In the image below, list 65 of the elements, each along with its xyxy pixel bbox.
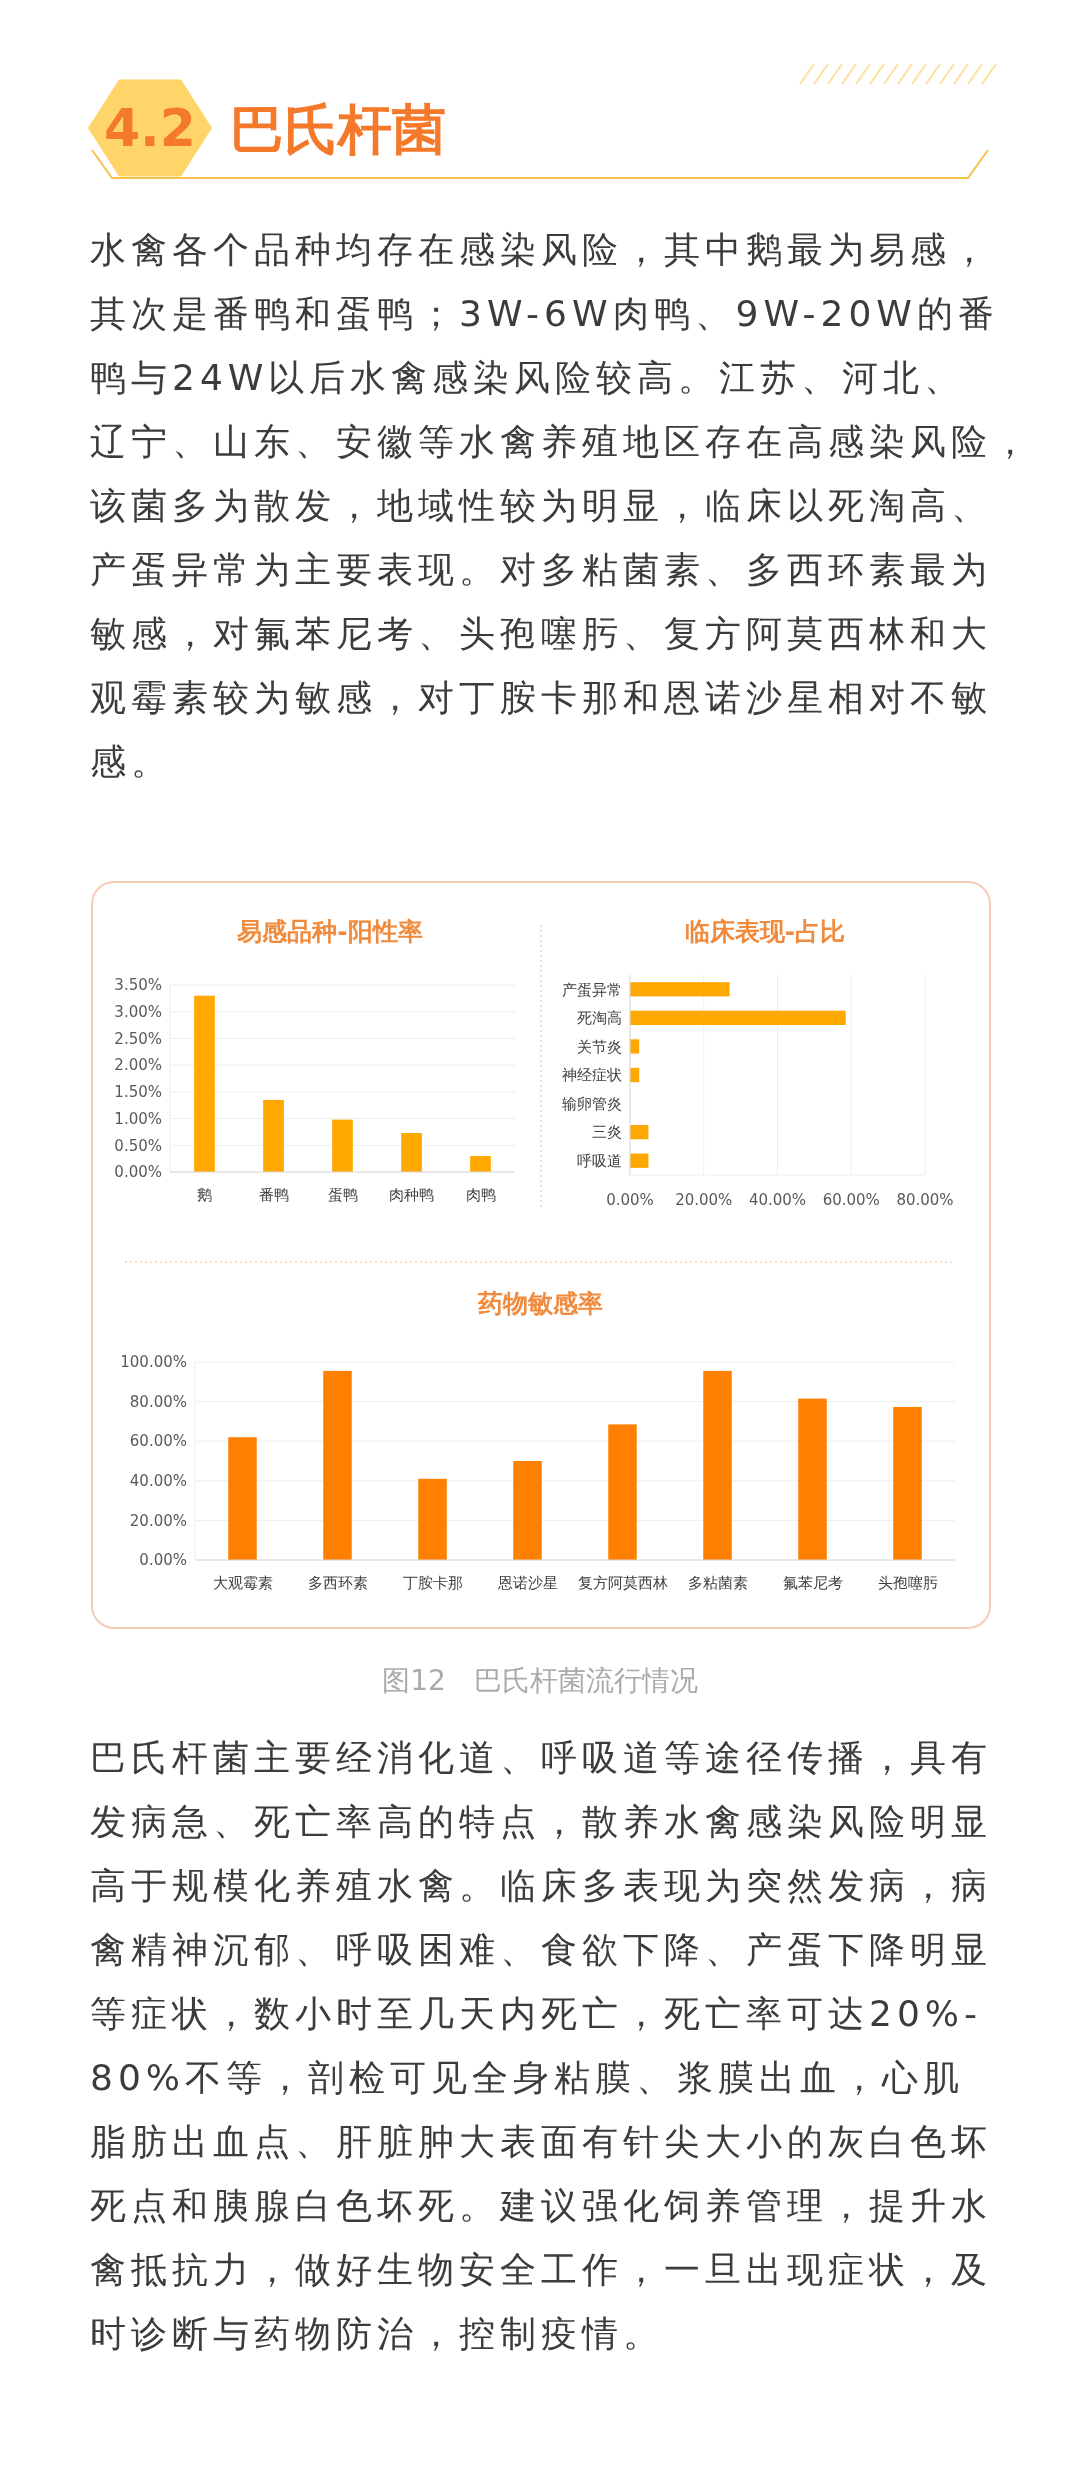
y-tick-label: 80.00% <box>129 1392 187 1411</box>
bar <box>630 1010 846 1025</box>
y-tick-label: 60.00% <box>129 1432 187 1451</box>
bar <box>630 1153 649 1168</box>
y-tick-label: 0.00% <box>114 1163 162 1182</box>
x-tick-label: 40.00% <box>748 1191 807 1209</box>
text: 4.2 <box>103 98 197 158</box>
bar <box>513 1461 542 1560</box>
y-tick-label: 产蛋异常 <box>562 980 622 999</box>
x-tick-label: 20.00% <box>675 1191 733 1209</box>
bar <box>470 1155 491 1172</box>
y-tick-label: 神经症状 <box>562 1066 622 1085</box>
y-tick-label: 2.50% <box>114 1029 162 1048</box>
y-tick-label: 40.00% <box>129 1472 187 1491</box>
bar <box>608 1424 637 1560</box>
bar <box>332 1119 353 1172</box>
bar <box>194 995 215 1172</box>
y-tick-label: 3.50% <box>114 976 162 995</box>
x-tick-label: 恩诺沙星 <box>496 1574 558 1592</box>
y-tick-label: 死淘高 <box>577 1009 622 1028</box>
x-tick-label: 番鸭 <box>258 1186 289 1204</box>
y-tick-label: 3.00% <box>114 1002 162 1021</box>
x-tick-label: 肉鸭 <box>465 1186 496 1204</box>
chart-title: 药物敏感率 <box>476 1289 603 1318</box>
bar <box>418 1478 447 1560</box>
y-tick-label: 三炎 <box>592 1123 622 1142</box>
y-tick-label: 1.50% <box>114 1083 162 1102</box>
x-tick-label: 头孢噻肟 <box>877 1574 938 1592</box>
chart-title: 易感品种-阳性率 <box>236 917 423 946</box>
y-tick-label: 0.00% <box>139 1551 187 1570</box>
x-tick-label: 复方阿莫西林 <box>577 1574 668 1592</box>
y-tick-label: 100.00% <box>120 1353 187 1372</box>
x-tick-label: 多西环素 <box>307 1574 368 1592</box>
text: 巴氏杆菌主要经消化道、呼吸道等途径传播，具有发病急、死亡率高的特点，散养水禽感染风险明显高于规模化养殖水禽。临床多表现为突然发病，病禽精神沉郁、呼吸困难、食欲下降、产蛋下降明显等症状，数小时至几天内死亡，死亡率可达20%-80%不等，剖检可见全身粘膜、浆膜出血，心肌脂肪出血点、肝脏肿大表面有针尖大小的灰白色坏死点和胰腺白色坏死。建议强化饲养管理，提升水禽抵抗力，做好生物安全工作，一旦出现症状，及时诊断与药物防治，控制疫情。 <box>90 1737 992 2354</box>
x-tick-label: 丁胺卡那 <box>402 1574 463 1592</box>
bar <box>263 1099 284 1172</box>
y-tick-label: 2.00% <box>114 1056 162 1075</box>
x-tick-label: 多粘菌素 <box>687 1574 748 1592</box>
y-tick-label: 0.50% <box>114 1136 162 1155</box>
bar <box>630 1039 640 1054</box>
x-tick-label: 0.00% <box>606 1191 654 1209</box>
bar <box>703 1370 732 1560</box>
caption: 图12 巴氏杆菌流行情况 <box>382 1664 698 1697</box>
x-tick-label: 鹅 <box>197 1186 212 1204</box>
bar <box>323 1370 352 1560</box>
bar <box>798 1398 827 1560</box>
x-tick-label: 大观霉素 <box>212 1574 273 1592</box>
bar <box>401 1133 422 1172</box>
x-tick-label: 蛋鸭 <box>327 1186 358 1204</box>
chart-title: 临床表现-占比 <box>684 917 846 946</box>
x-tick-label: 60.00% <box>822 1191 880 1209</box>
x-tick-label: 氟苯尼考 <box>782 1574 843 1592</box>
x-tick-label: 80.00% <box>896 1191 954 1209</box>
bar <box>893 1406 922 1560</box>
text: 水禽各个品种均存在感染风险，其中鹅最为易感，其次是番鸭和蛋鸭；3W-6W肉鸭、9W-20W的番鸭与24W以后水禽感染风险较高。江苏、河北、辽宁、山东、安徽等水禽养殖地区存在高感染风险，该菌多为散发，地域性较为明显，临床以死淘高、产蛋异常为主要表现。对多粘菌素、多西环素最为敏感，对氟苯尼考、头孢噻肟、复方阿莫西林和大观霉素较为敏感，对丁胺卡那和恩诺沙星相对不敏感。 <box>90 229 1033 782</box>
y-tick-label: 呼吸道 <box>577 1151 622 1170</box>
y-tick-label: 关节炎 <box>577 1037 622 1056</box>
text: 巴氏杆菌 <box>230 98 446 161</box>
bar <box>630 1125 649 1140</box>
bar <box>630 982 730 997</box>
x-tick-label: 肉种鸭 <box>389 1186 434 1204</box>
y-tick-label: 1.00% <box>114 1109 162 1128</box>
y-tick-label: 输卵管炎 <box>562 1094 622 1113</box>
bar <box>228 1437 257 1560</box>
y-tick-label: 20.00% <box>129 1511 187 1530</box>
